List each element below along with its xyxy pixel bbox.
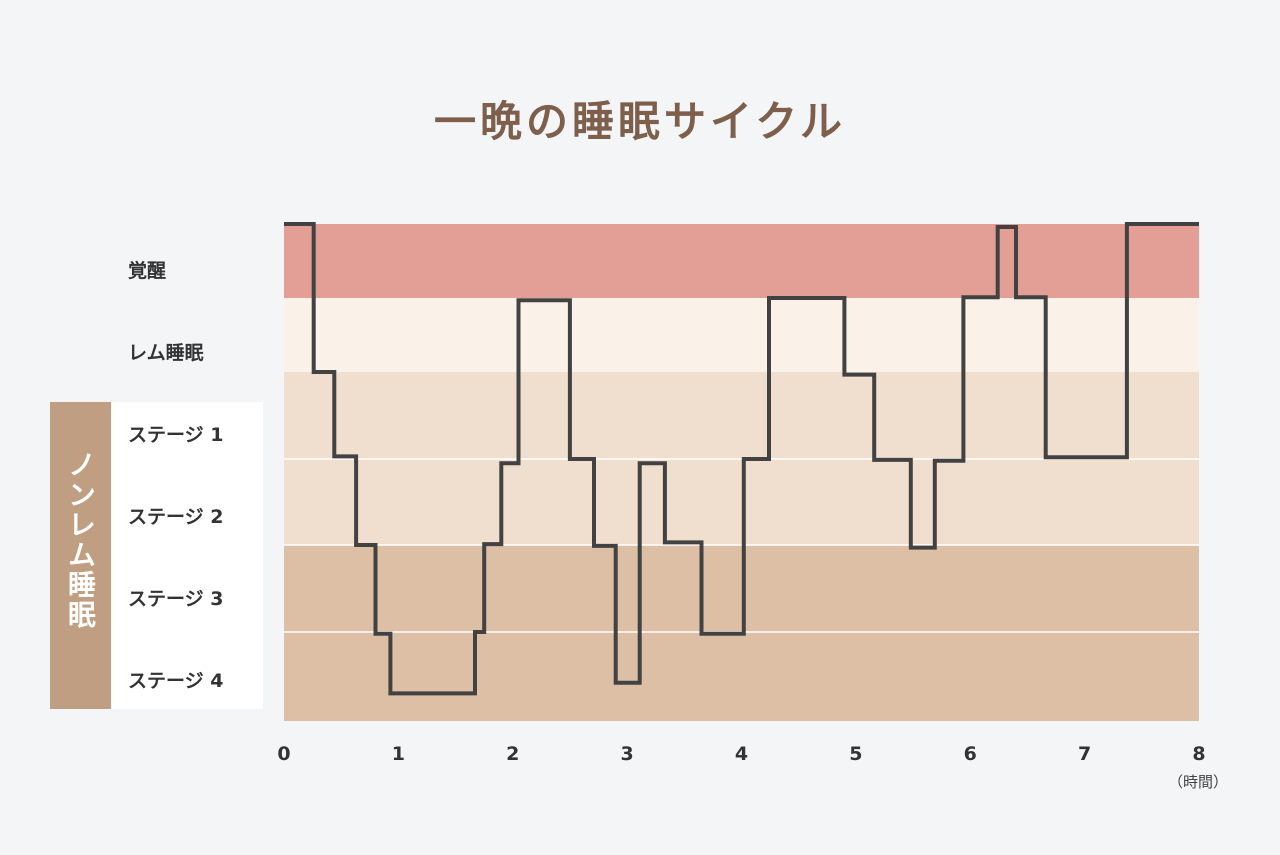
ylabel-rem: レム睡眠	[128, 342, 204, 364]
ylabel-stage2: ステージ 2	[128, 506, 224, 528]
x-tick-label: 3	[621, 743, 634, 765]
ylabel-awake: 覚醒	[128, 260, 167, 282]
x-tick-label: 8	[1192, 743, 1205, 765]
x-tick-label: 2	[506, 743, 519, 765]
nonrem-group-label: ノンレム睡眠	[50, 402, 111, 709]
ylabel-stage1: ステージ 1	[128, 424, 224, 446]
hypnogram-line	[284, 222, 1199, 696]
x-tick-label: 5	[849, 743, 862, 765]
band-1	[284, 298, 1199, 372]
x-tick-label: 0	[277, 743, 290, 765]
band-2	[284, 372, 1199, 459]
stage-label-panel	[111, 402, 263, 709]
x-tick-label: 4	[735, 743, 748, 765]
nonrem-group-text: ノンレム睡眠	[64, 450, 97, 630]
chart-title: 一晩の睡眠サイクル	[434, 97, 846, 146]
ylabel-stage4: ステージ 4	[128, 670, 224, 692]
x-tick-label: 1	[392, 743, 405, 765]
band-0	[284, 224, 1199, 298]
band-5	[284, 632, 1199, 721]
band-4	[284, 545, 1199, 632]
x-tick-label: 6	[964, 743, 977, 765]
ylabel-stage3: ステージ 3	[128, 588, 224, 610]
x-axis-unit: （時間）	[1168, 773, 1229, 791]
x-tick-label: 7	[1078, 743, 1091, 765]
band-3	[284, 459, 1199, 545]
